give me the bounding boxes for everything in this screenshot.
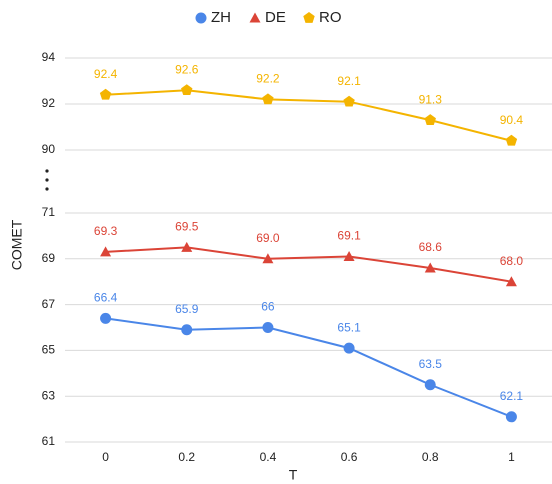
point (505, 134, 518, 146)
point (424, 114, 436, 125)
line (105, 317, 512, 418)
point (505, 411, 517, 423)
data-label: 92.1 (337, 74, 361, 88)
point (181, 324, 193, 336)
data-label: 92.4 (94, 67, 118, 81)
point (505, 276, 517, 287)
point (343, 251, 355, 262)
point (99, 88, 112, 100)
legend-label: ZH (211, 9, 231, 26)
legend-label: DE (265, 9, 286, 26)
y-tick-label: 61 (42, 434, 56, 448)
data-label: 62.1 (500, 389, 524, 403)
legend-marker (249, 12, 261, 23)
x-tick-label: 0 (102, 450, 109, 464)
y-tick-label: 63 (42, 388, 56, 402)
y-tick-label: 65 (42, 343, 56, 357)
x-tick-label: 0.6 (341, 450, 358, 464)
point (100, 246, 112, 257)
data-label: 68.0 (500, 254, 524, 268)
y-axis-label: COMET (9, 219, 25, 270)
data-label: 90.4 (500, 113, 524, 127)
x-tick-label: 0.8 (422, 450, 439, 464)
y-tick-label: 94 (42, 50, 56, 64)
data-label: 66 (261, 300, 275, 314)
y-tick-label: 71 (42, 205, 56, 219)
data-label: 69.5 (175, 220, 199, 234)
point (343, 342, 355, 354)
legend-marker (303, 12, 315, 23)
data-label: 65.1 (337, 320, 361, 334)
x-tick-label: 1 (508, 450, 515, 464)
y-tick-label: 90 (42, 142, 56, 156)
point (343, 95, 355, 107)
x-tick-label: 0.4 (260, 450, 277, 464)
data-label: 68.6 (419, 240, 443, 254)
x-tick-label: 0.2 (178, 450, 195, 464)
point (262, 322, 274, 333)
legend-marker (195, 12, 207, 24)
y-tick-label: 92 (42, 96, 56, 110)
line (105, 89, 512, 142)
data-label: 69.1 (337, 229, 361, 243)
data-label: 66.4 (94, 291, 118, 305)
point (262, 253, 274, 264)
y-tick-label: 69 (42, 251, 56, 265)
x-axis-label: T (289, 467, 298, 483)
legend-label: RO (319, 9, 342, 26)
point (181, 241, 193, 252)
point (424, 262, 436, 273)
data-label: 92.6 (175, 62, 199, 76)
point (100, 312, 112, 324)
data-label: 69.0 (256, 231, 280, 245)
y-tick-label: 67 (42, 297, 56, 311)
data-label: 91.3 (419, 92, 443, 106)
point (181, 84, 193, 96)
data-label: 65.9 (175, 302, 199, 316)
point (262, 93, 274, 105)
point (424, 379, 436, 391)
axis-break (45, 169, 49, 191)
line (105, 246, 512, 283)
data-label: 63.5 (419, 357, 443, 371)
data-label: 69.3 (94, 224, 118, 238)
data-label: 92.2 (256, 72, 280, 86)
